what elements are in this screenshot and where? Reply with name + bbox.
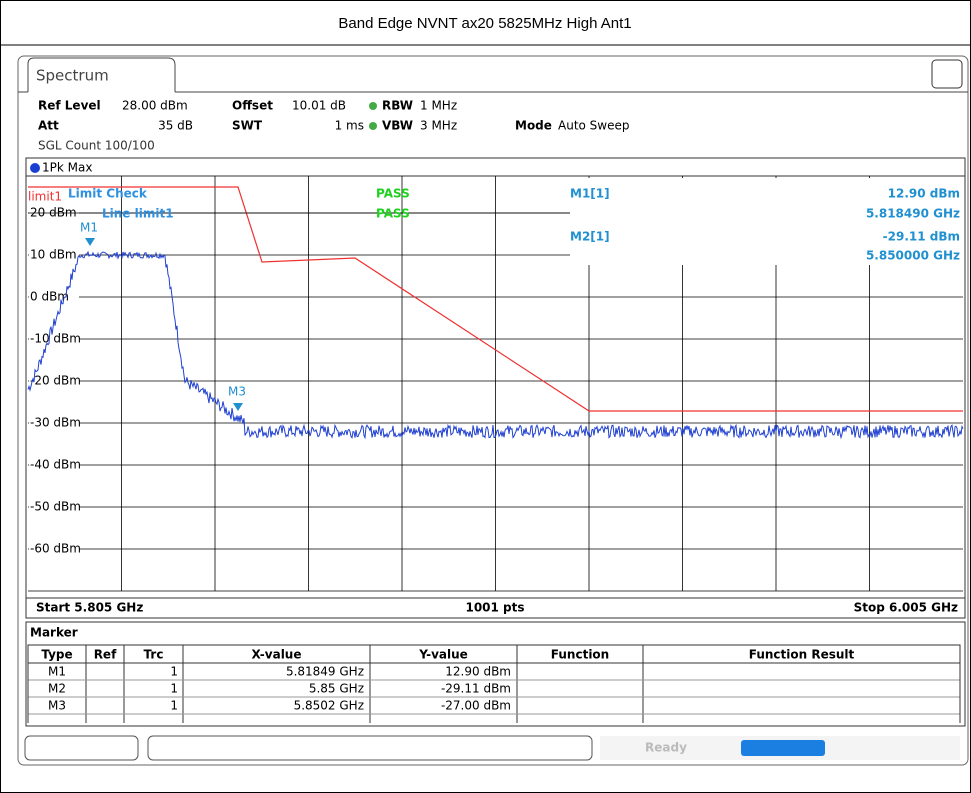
y-label: -50 dBm	[30, 500, 81, 514]
column-header: Function	[551, 648, 609, 662]
y-label: 0 dBm	[30, 290, 69, 304]
status-box	[147, 735, 593, 761]
sgl-count: SGL Count 100/100	[38, 139, 155, 153]
y-label: -20 dBm	[30, 374, 81, 388]
y-label: -60 dBm	[30, 542, 81, 556]
marker-name: M2[1]	[570, 230, 610, 244]
marker-level: -29.11 dBm	[883, 230, 960, 244]
menu-button[interactable]	[931, 59, 963, 89]
value: 1 MHz	[420, 99, 457, 113]
limit-line	[28, 186, 963, 412]
status-box	[24, 735, 139, 761]
limit-name: limit1	[28, 190, 62, 204]
label-bg	[29, 416, 79, 430]
column-header: Type	[41, 648, 72, 662]
label-bg	[29, 332, 79, 346]
label: VBW	[382, 119, 413, 133]
tab-label: Spectrum	[36, 67, 109, 85]
label: Mode	[515, 119, 552, 133]
marker-level: 12.90 dBm	[888, 187, 960, 201]
y-label: -10 dBm	[30, 332, 81, 346]
progress	[741, 740, 825, 756]
cell: 5.85 GHz	[309, 682, 364, 696]
y-label: -30 dBm	[30, 416, 81, 430]
start-freq: Start 5.805 GHz	[36, 601, 143, 615]
trace-label: 1Pk Max	[42, 161, 92, 175]
label: Offset	[232, 99, 273, 113]
marker-freq: 5.818490 GHz	[866, 207, 960, 221]
marker-name: M1[1]	[570, 187, 610, 201]
status: Ready	[645, 741, 687, 755]
indicator	[369, 122, 377, 130]
y-label: 20 dBm	[30, 206, 77, 220]
column-header: Function Result	[749, 648, 855, 662]
label-bg	[29, 458, 79, 472]
value: 10.01 dB	[292, 99, 346, 113]
label: Att	[38, 119, 59, 133]
tab[interactable]	[27, 57, 176, 92]
table-title: Marker	[30, 626, 78, 640]
pass: PASS	[376, 187, 410, 201]
indicator	[369, 102, 377, 110]
marker-info-bg	[570, 178, 963, 265]
line-label: Line limit1	[102, 207, 174, 221]
cell: M1	[48, 665, 66, 679]
value: 35 dB	[158, 119, 193, 133]
cell: M3	[48, 699, 66, 713]
marker-label: M3	[228, 385, 246, 399]
cell: 12.90 dBm	[445, 665, 511, 679]
column-header: Trc	[144, 648, 164, 662]
cell: 5.81849 GHz	[286, 665, 364, 679]
cell: 5.8502 GHz	[294, 699, 364, 713]
cell: M2	[48, 682, 66, 696]
cell: -27.00 dBm	[441, 699, 511, 713]
value: Auto Sweep	[558, 119, 630, 133]
label-bg	[29, 248, 79, 262]
value: 1 ms	[335, 119, 364, 133]
column-header: X-value	[252, 648, 302, 662]
cell: 1	[170, 682, 178, 696]
label-bg	[29, 374, 79, 388]
value: 28.00 dBm	[122, 99, 188, 113]
marker-label: M1	[80, 221, 98, 235]
cell: 1	[170, 699, 178, 713]
marker-symbol	[233, 403, 243, 411]
marker-freq: 5.850000 GHz	[866, 249, 960, 263]
trace-indicator	[30, 163, 40, 173]
stop-freq: Stop 6.005 GHz	[854, 601, 958, 615]
y-label: 10 dBm	[30, 248, 77, 262]
trace	[27, 250, 964, 440]
label-bg	[29, 500, 79, 514]
label: SWT	[232, 119, 263, 133]
points: 1001 pts	[465, 601, 524, 615]
label: RBW	[382, 99, 413, 113]
column-header: Ref	[94, 648, 117, 662]
y-label: -40 dBm	[30, 458, 81, 472]
value: 3 MHz	[420, 119, 457, 133]
limit-check: Limit Check	[68, 187, 148, 201]
label-bg	[29, 542, 79, 556]
column-header: Y-value	[418, 648, 468, 662]
cell: 1	[170, 665, 178, 679]
label: Ref Level	[38, 99, 101, 113]
cell: -29.11 dBm	[441, 682, 511, 696]
pass: PASS	[376, 207, 410, 221]
marker-symbol	[85, 238, 95, 246]
title: Band Edge NVNT ax20 5825MHz High Ant1	[338, 15, 631, 32]
